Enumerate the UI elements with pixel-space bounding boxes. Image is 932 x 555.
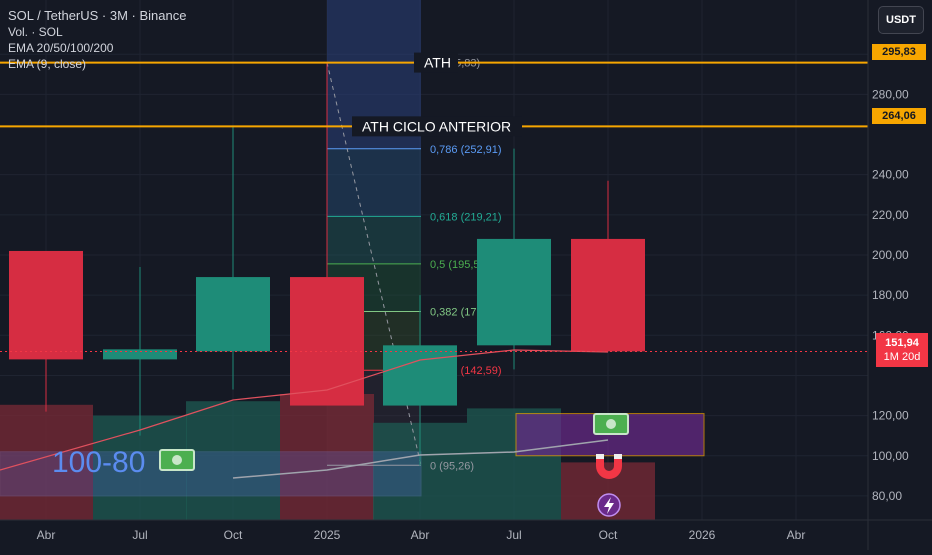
- fib-zone-618: [327, 216, 421, 264]
- price-tick-label: 240,00: [872, 168, 909, 182]
- price-tick-label: 100,00: [872, 449, 909, 463]
- volume-bar: [280, 394, 374, 520]
- candle-body[interactable]: [383, 345, 457, 406]
- last-price-value: 151,94: [885, 337, 919, 349]
- prev-ath-label: ATH CICLO ANTERIOR: [362, 118, 511, 134]
- price-tick-label: 180,00: [872, 288, 909, 302]
- last-price-tag: 151,94 1M 20d: [876, 333, 928, 367]
- money-icon-center: [172, 455, 182, 465]
- magnet-icon: [596, 454, 622, 479]
- time-tick-label: Abr: [411, 528, 430, 542]
- prev-ath-label-bg: [352, 116, 522, 137]
- ema-single-indicator[interactable]: EMA (9, close): [8, 57, 87, 71]
- time-tick-label: Oct: [224, 528, 243, 542]
- lightning-bolt: [604, 497, 614, 514]
- money-icon-center: [606, 419, 616, 429]
- ath-price-tag: 295,83: [872, 44, 926, 60]
- time-tick-label: 2026: [689, 528, 716, 542]
- volume-bar: [0, 404, 93, 520]
- candle-body[interactable]: [571, 238, 645, 352]
- fib-level-label: 0,618 (219,21): [430, 211, 502, 223]
- candle-body[interactable]: [477, 238, 551, 346]
- price-tick-label: 120,00: [872, 409, 909, 423]
- price-tick-label: 280,00: [872, 87, 909, 101]
- symbol-title[interactable]: SOL / TetherUS · 3M · Binance: [8, 8, 187, 23]
- zone-label-100-80: 100-80: [52, 446, 145, 479]
- ath-label: ATH: [424, 55, 451, 71]
- prev-ath-price-tag: 264,06: [872, 108, 926, 124]
- fib-zone-786: [327, 148, 421, 217]
- ema-multi-indicator[interactable]: EMA 20/50/100/200: [8, 41, 114, 55]
- fib-level-label: 0,786 (252,91): [430, 144, 502, 156]
- magnet-tip-right: [614, 454, 622, 459]
- currency-button[interactable]: USDT: [878, 6, 924, 34]
- fib-level-label: 0,5 (195,55): [430, 259, 489, 271]
- ema-long-line: [232, 439, 609, 479]
- fib-level-label: 0 (95,26): [430, 460, 474, 472]
- magnet-tip-left: [596, 454, 604, 459]
- candle-body[interactable]: [103, 349, 177, 360]
- time-tick-label: Jul: [506, 528, 521, 542]
- volume-indicator[interactable]: Vol. · SOL: [8, 25, 63, 39]
- ema-9-line: [0, 349, 609, 471]
- candle-body[interactable]: [196, 277, 270, 352]
- time-tick-label: Abr: [37, 528, 56, 542]
- price-tick-label: 220,00: [872, 208, 909, 222]
- volume-bar: [186, 401, 280, 520]
- time-tick-label: Abr: [787, 528, 806, 542]
- chart-legend: SOL / TetherUS · 3M · Binance Vol. · SOL…: [8, 8, 186, 72]
- time-tick-label: 2025: [314, 528, 341, 542]
- time-tick-label: Jul: [132, 528, 147, 542]
- price-tick-label: 200,00: [872, 248, 909, 262]
- price-tick-label: 80,00: [872, 489, 902, 503]
- candle-body[interactable]: [290, 277, 364, 406]
- candle-body[interactable]: [9, 250, 83, 360]
- support-zone-100-80[interactable]: [0, 451, 422, 497]
- time-tick-label: Oct: [599, 528, 618, 542]
- ath-label-bg: [414, 52, 458, 73]
- bar-countdown: 1M 20d: [883, 351, 921, 363]
